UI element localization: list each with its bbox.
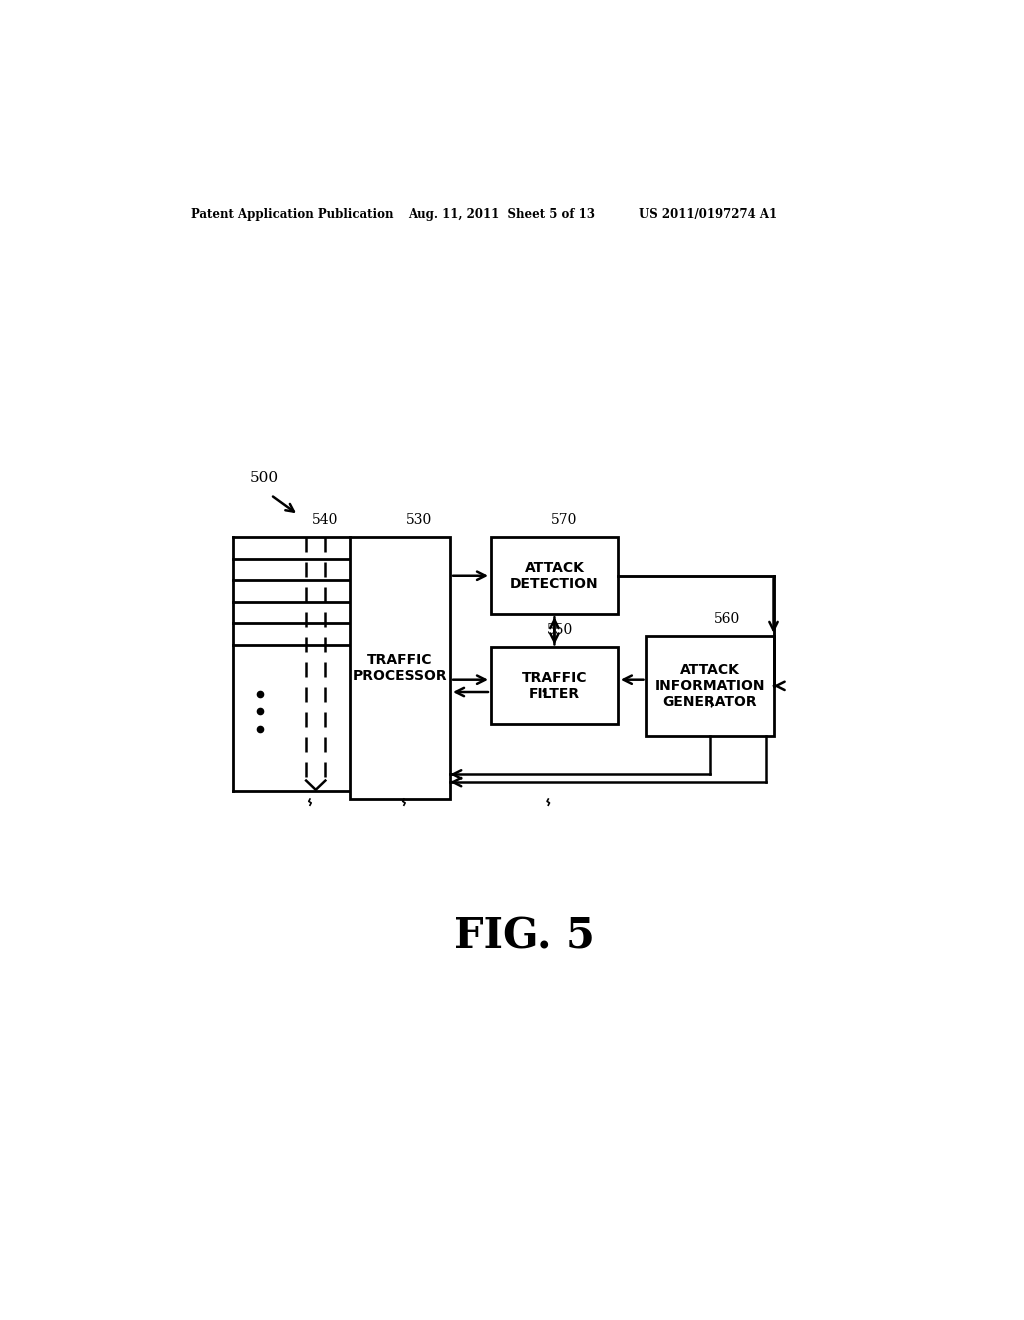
Bar (646, 636, 773, 737)
Bar (350, 537, 451, 799)
Text: US 2011/0197274 A1: US 2011/0197274 A1 (639, 209, 777, 222)
Text: TRAFFIC
FILTER: TRAFFIC FILTER (521, 671, 587, 701)
Text: ATTACK
INFORMATION
GENERATOR: ATTACK INFORMATION GENERATOR (654, 663, 765, 709)
Text: 530: 530 (407, 513, 432, 527)
Text: Patent Application Publication: Patent Application Publication (190, 209, 393, 222)
Text: ATTACK
DETECTION: ATTACK DETECTION (510, 561, 599, 591)
Text: TRAFFIC
PROCESSOR: TRAFFIC PROCESSOR (352, 653, 447, 684)
Text: FIG. 5: FIG. 5 (455, 915, 595, 957)
Text: 500: 500 (250, 471, 279, 484)
Bar (490, 537, 617, 614)
Text: Aug. 11, 2011  Sheet 5 of 13: Aug. 11, 2011 Sheet 5 of 13 (408, 209, 595, 222)
Text: 550: 550 (547, 623, 573, 638)
Bar (490, 647, 617, 725)
Text: 570: 570 (551, 513, 577, 527)
Text: 560: 560 (714, 612, 740, 626)
Text: 540: 540 (311, 513, 338, 527)
